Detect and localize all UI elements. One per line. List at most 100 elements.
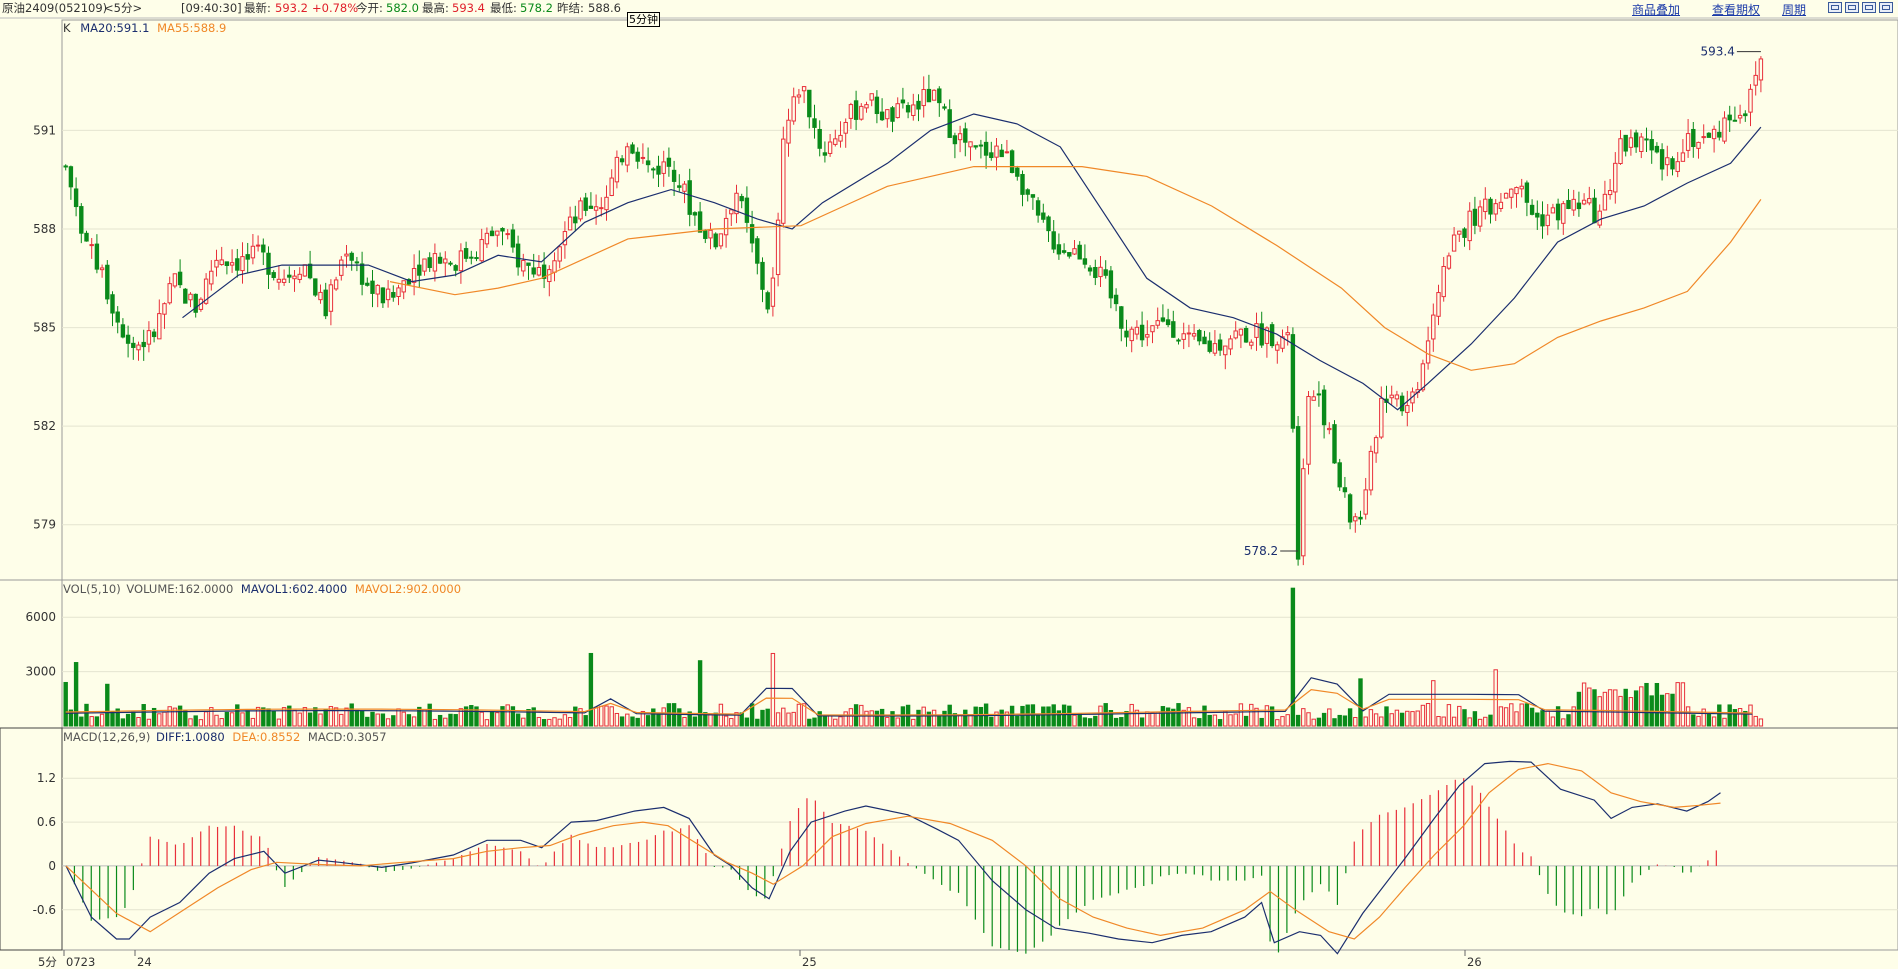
restore-icon[interactable] [1828, 2, 1842, 13]
candle-body [838, 134, 843, 142]
volume-bar [895, 717, 900, 727]
candle-body [770, 277, 776, 307]
volume-bar [879, 708, 885, 727]
volume-bar [250, 717, 256, 727]
candle-body [1020, 174, 1025, 195]
overlay-link[interactable]: 商品叠加 [1632, 3, 1681, 17]
volume-bar [885, 716, 890, 727]
volume-bar [911, 718, 916, 727]
candle-body [1243, 328, 1249, 343]
maximize-icon[interactable] [1879, 2, 1893, 13]
candle-body [1540, 214, 1545, 227]
volume-bar [578, 708, 583, 727]
volume-bar [1285, 714, 1290, 727]
volume-bar [1134, 709, 1140, 727]
candle-body [479, 239, 484, 262]
candle-body [921, 89, 926, 107]
volume-bar [1405, 710, 1410, 727]
candle-body [68, 166, 74, 188]
volume-bar [536, 716, 542, 727]
candle-body [879, 111, 885, 121]
volume-bar [1451, 716, 1457, 727]
options-link[interactable]: 查看期权 [1712, 3, 1761, 17]
volume-bar [770, 652, 776, 727]
candle-body [432, 253, 438, 272]
candle-body [1644, 138, 1649, 141]
candle-body [1015, 167, 1020, 177]
period-link[interactable]: 周期 [1782, 3, 1807, 17]
volume-bar [510, 706, 516, 727]
window-icon[interactable] [1862, 2, 1876, 13]
volume-bar [131, 711, 136, 727]
candle-body [1373, 437, 1379, 454]
volume-bar [838, 716, 843, 727]
candle-body [1368, 450, 1374, 491]
volume-bar [817, 711, 822, 727]
candle-body [1035, 200, 1041, 216]
volume-bar [151, 707, 157, 727]
candle-body [786, 119, 791, 144]
macd-tick-label: -0.6 [33, 903, 56, 917]
plot-border [61, 19, 1898, 951]
volume-bar [245, 710, 250, 727]
candle-body [739, 196, 744, 202]
candle-body [567, 216, 573, 231]
candle-body [1451, 234, 1457, 252]
candle-body [1483, 198, 1488, 213]
volume-bar [1732, 709, 1738, 727]
volume-bar [666, 703, 672, 727]
volume-bar [1524, 703, 1530, 727]
candle-body [1238, 328, 1244, 336]
candle-body [1191, 333, 1197, 337]
candle-body [963, 128, 968, 143]
x-period-label: 5分 [38, 955, 57, 969]
candle-body [1587, 198, 1592, 204]
candle-body [1103, 269, 1108, 276]
candlesticks[interactable] [63, 56, 1764, 566]
period-tag: <5分> [104, 1, 143, 15]
volume-bar [1373, 713, 1379, 727]
volume-bar [505, 704, 510, 727]
candle-body [146, 330, 152, 345]
volume-bar [1316, 717, 1322, 727]
volume-bar [1186, 707, 1192, 727]
volume-bar [411, 716, 417, 727]
candle-body [749, 224, 755, 244]
candle-body [1701, 136, 1706, 139]
candle-body [1197, 330, 1202, 342]
volume-bar [318, 713, 323, 727]
candle-body [578, 200, 583, 220]
volume-bar [172, 707, 178, 727]
candle-body [677, 185, 682, 188]
volume-bar [1243, 715, 1249, 727]
dea-legend: DEA:0.8552 [232, 730, 301, 744]
candle-body [1160, 317, 1166, 322]
volume-bar [1743, 710, 1748, 727]
period-box[interactable]: 5分钟 [627, 12, 660, 27]
volume-bar [625, 713, 630, 727]
volume-bar [1379, 716, 1384, 727]
volume-bar [1259, 717, 1264, 727]
volume-bar [1191, 717, 1197, 727]
volume-bar [796, 703, 802, 727]
candle-body [1051, 231, 1056, 250]
volume-bar [302, 707, 308, 727]
candle-body [1207, 340, 1212, 352]
candle-body [1509, 188, 1514, 198]
mavol2-legend: MAVOL2:902.0000 [354, 582, 462, 596]
tile-icon[interactable] [1845, 2, 1859, 13]
volume-bar [1394, 709, 1400, 727]
candle-body [1353, 516, 1358, 522]
candle-body [437, 256, 443, 264]
candle-body [994, 145, 999, 158]
volume-bar [682, 716, 687, 727]
volume-bar [599, 705, 604, 727]
volume-bar [489, 711, 495, 727]
volume-bar [1566, 714, 1571, 727]
candle-body [1337, 462, 1342, 488]
volume-bar [614, 712, 620, 727]
volume-bar [1321, 712, 1327, 727]
volume-bar [1056, 710, 1062, 727]
volume-bar [1561, 718, 1566, 727]
high-marker-label: 593.4 [1701, 45, 1735, 59]
